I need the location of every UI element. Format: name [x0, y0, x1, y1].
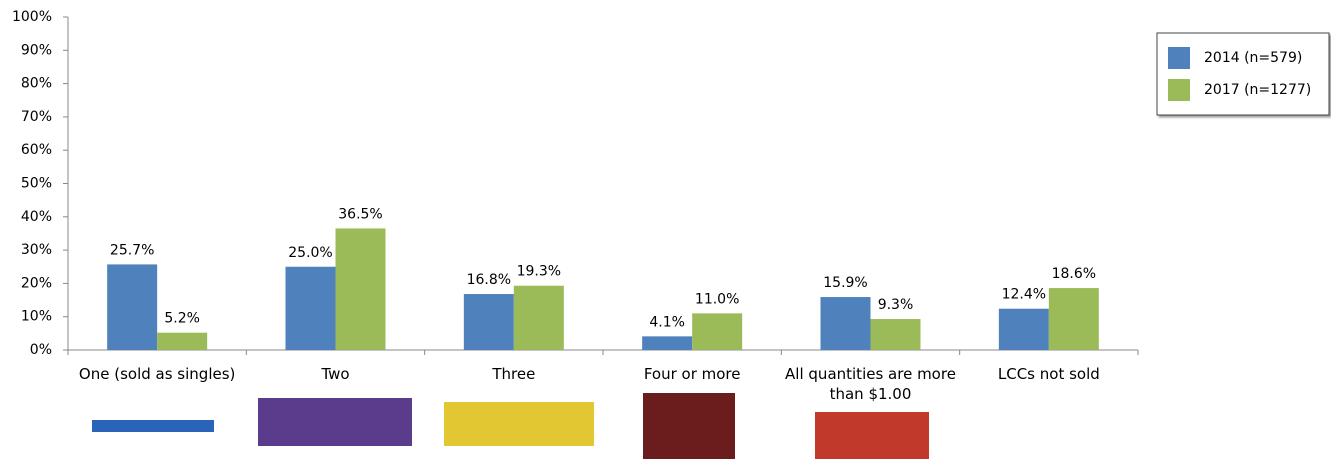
y-tick-label: 20% — [21, 275, 52, 291]
legend-label: 2014 (n=579) — [1204, 50, 1302, 66]
product-image — [444, 402, 594, 446]
bar — [870, 319, 921, 350]
product-image — [815, 412, 929, 459]
value-label: 18.6% — [1052, 266, 1096, 282]
bar — [107, 264, 158, 350]
value-label: 4.1% — [649, 314, 685, 330]
value-label: 11.0% — [695, 291, 739, 307]
bar — [513, 285, 564, 350]
value-label: 25.7% — [110, 242, 154, 258]
x-tick-label: Three — [492, 365, 536, 383]
value-label: 19.3% — [517, 264, 561, 280]
value-label: 15.9% — [823, 275, 867, 291]
value-label: 12.4% — [1002, 287, 1046, 303]
bar — [335, 228, 386, 350]
x-tick-label: LCCs not sold — [997, 365, 1100, 383]
value-label: 36.5% — [338, 206, 382, 222]
bar — [1048, 288, 1099, 350]
y-tick-label: 30% — [21, 242, 52, 258]
bar — [642, 336, 693, 350]
y-tick-label: 70% — [21, 109, 52, 125]
bar — [157, 332, 208, 350]
value-label: 16.8% — [467, 272, 511, 288]
y-tick-label: 50% — [21, 176, 52, 192]
x-tick-label: All quantities are more than $1.00 — [785, 365, 956, 403]
value-label: 25.0% — [288, 245, 332, 261]
legend-label: 2017 (n=1277) — [1204, 82, 1311, 98]
legend-swatch — [1168, 79, 1190, 101]
y-tick-label: 60% — [21, 142, 52, 158]
product-image — [258, 398, 412, 446]
y-tick-label: 10% — [21, 309, 52, 325]
product-image — [643, 393, 735, 459]
legend-swatch — [1168, 47, 1190, 69]
y-tick-label: 80% — [21, 76, 52, 92]
bar — [463, 294, 514, 350]
bar — [692, 313, 743, 350]
bar — [285, 266, 336, 350]
product-image — [92, 420, 214, 432]
x-tick-label: Two — [321, 365, 350, 383]
y-tick-label: 90% — [21, 42, 52, 58]
product-images — [92, 393, 929, 459]
legend-box — [1156, 32, 1330, 116]
y-tick-label: 0% — [30, 342, 52, 358]
bar — [820, 297, 871, 350]
y-tick-label: 40% — [21, 209, 52, 225]
x-tick-label: Four or more — [643, 365, 741, 383]
x-tick-label: One (sold as singles) — [78, 365, 236, 383]
value-label: 9.3% — [878, 297, 914, 313]
bar — [998, 308, 1049, 350]
y-tick-label: 100% — [12, 9, 52, 25]
value-label: 5.2% — [164, 311, 200, 327]
